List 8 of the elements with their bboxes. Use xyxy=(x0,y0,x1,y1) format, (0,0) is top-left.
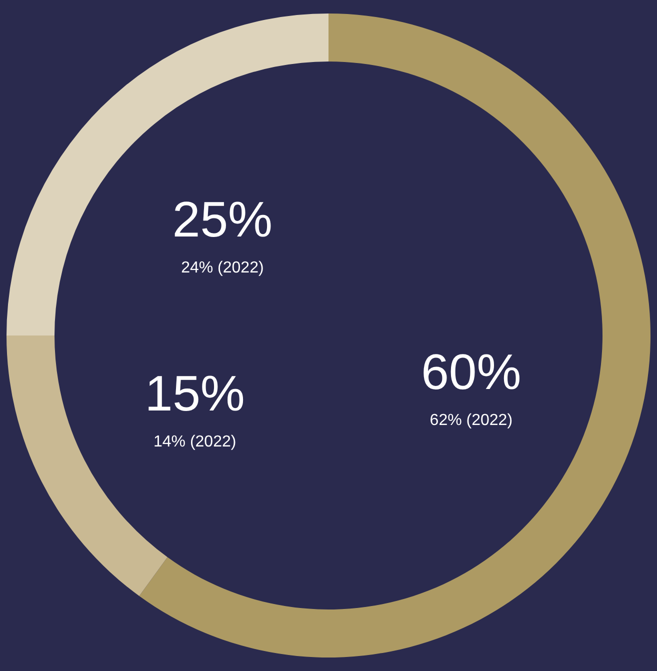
text: 14% (2022) xyxy=(153,434,236,451)
data-label: 60% xyxy=(421,344,522,400)
text: 62% (2022) xyxy=(430,412,513,429)
donut-slice xyxy=(139,14,650,658)
text: 24% (2022) xyxy=(181,259,264,276)
donut-slice xyxy=(6,14,328,336)
data-label: 15% xyxy=(144,366,245,422)
data-label: 25% xyxy=(172,191,272,248)
